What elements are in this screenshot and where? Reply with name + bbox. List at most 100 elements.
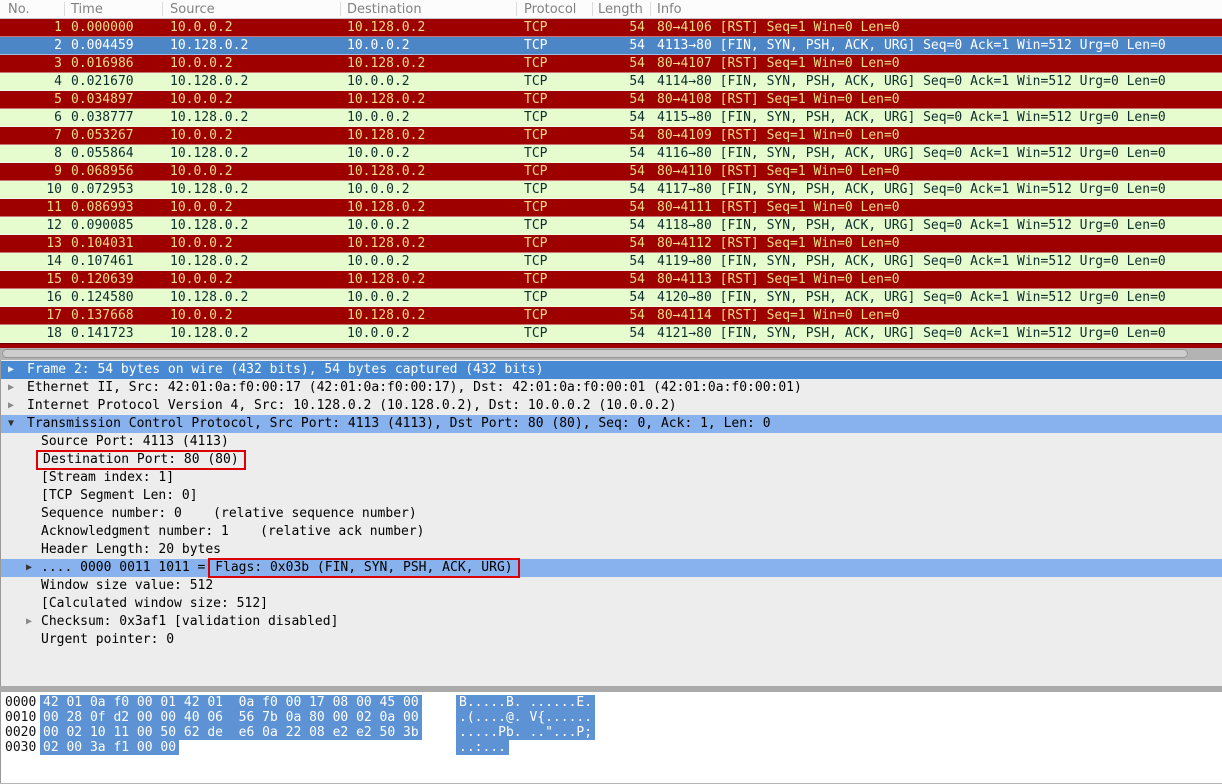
detail-text-plain: Ethernet II, Src: 42:01:0a:f0:00:17 (42:… [27, 380, 802, 395]
detail-row[interactable]: Sequence number: 0 (relative sequence nu… [1, 505, 1222, 523]
column-header-protocol[interactable]: Protocol [524, 2, 577, 17]
detail-text-plain: Transmission Control Protocol, Src Port:… [27, 416, 771, 431]
scrollbar-thumb[interactable] [2, 349, 1188, 358]
packet-row[interactable]: 17 0.137668 10.0.0.2 10.128.0.2 TCP 54 8… [0, 307, 1222, 325]
hex-dump-pane: 0000 42 01 0a f0 00 01 42 01 0a f0 00 17… [0, 692, 1222, 783]
detail-row[interactable]: [Stream index: 1] [1, 469, 1222, 487]
packet-destination: 10.128.0.2 [347, 236, 426, 251]
packet-details-pane: ▶ Frame 2: 54 bytes on wire (432 bits), … [0, 360, 1222, 686]
packet-destination: 10.128.0.2 [347, 272, 426, 287]
detail-text: .... 0000 0011 1011 = Flags: 0x03b (FIN,… [41, 558, 520, 578]
packet-protocol: TCP [524, 290, 548, 305]
hex-ascii[interactable]: .(....@. V{...... [456, 710, 596, 725]
packet-row[interactable]: 12 0.090085 10.128.0.2 10.0.0.2 TCP 54 4… [0, 217, 1222, 235]
detail-row[interactable]: Destination Port: 80 (80) [1, 450, 1222, 470]
hex-bytes[interactable]: 42 01 0a f0 00 01 42 01 0a f0 00 17 08 0… [40, 695, 422, 710]
hex-ascii[interactable]: B.....B. ......E. [456, 695, 596, 710]
packet-length: 54 [629, 308, 645, 323]
detail-row[interactable]: ▶ Ethernet II, Src: 42:01:0a:f0:00:17 (4… [1, 379, 1222, 397]
column-divider[interactable] [650, 2, 651, 16]
expander-icon[interactable]: ▶ [26, 616, 33, 627]
packet-source: 10.0.0.2 [170, 272, 233, 287]
pane-separator[interactable] [0, 686, 1222, 692]
packet-no: 11 [46, 200, 62, 215]
packet-no: 14 [46, 254, 62, 269]
packet-row[interactable]: 8 0.055864 10.128.0.2 10.0.0.2 TCP 54 41… [0, 145, 1222, 163]
hex-ascii[interactable]: ..:... [456, 740, 509, 755]
packet-row[interactable]: 14 0.107461 10.128.0.2 10.0.0.2 TCP 54 4… [0, 253, 1222, 271]
column-header-length[interactable]: Length [598, 2, 643, 17]
hex-ascii[interactable]: .....Pb. .."...P; [456, 725, 596, 740]
column-divider[interactable] [516, 2, 517, 16]
detail-row[interactable]: ▼ Transmission Control Protocol, Src Por… [1, 415, 1222, 433]
column-header-destination[interactable]: Destination [347, 2, 422, 17]
packet-no: 5 [54, 92, 62, 107]
detail-row[interactable]: ▶ Checksum: 0x3af1 [validation disabled] [1, 613, 1222, 631]
packet-row[interactable]: 15 0.120639 10.0.0.2 10.128.0.2 TCP 54 8… [0, 271, 1222, 289]
packet-row[interactable]: 10 0.072953 10.128.0.2 10.0.0.2 TCP 54 4… [0, 181, 1222, 199]
packet-row[interactable]: 2 0.004459 10.128.0.2 10.0.0.2 TCP 54 41… [0, 37, 1222, 55]
packet-time: 0.104031 [71, 236, 134, 251]
column-header-info[interactable]: Info [657, 2, 682, 17]
horizontal-scrollbar[interactable] [0, 348, 1222, 360]
column-divider[interactable] [340, 2, 341, 16]
packet-info: 80→4114 [RST] Seq=1 Win=0 Len=0 [657, 308, 900, 323]
packet-destination: 10.128.0.2 [347, 308, 426, 323]
packet-info: 80→4113 [RST] Seq=1 Win=0 Len=0 [657, 272, 900, 287]
detail-row[interactable]: Source Port: 4113 (4113) [1, 433, 1222, 451]
detail-row[interactable]: [Calculated window size: 512] [1, 595, 1222, 613]
hex-bytes[interactable]: 02 00 3a f1 00 00 [40, 740, 180, 755]
packet-row[interactable]: 9 0.068956 10.0.0.2 10.128.0.2 TCP 54 80… [0, 163, 1222, 181]
packet-row[interactable]: 4 0.021670 10.128.0.2 10.0.0.2 TCP 54 41… [0, 73, 1222, 91]
expander-icon[interactable]: ▼ [8, 418, 15, 429]
packet-row[interactable]: 5 0.034897 10.0.0.2 10.128.0.2 TCP 54 80… [0, 91, 1222, 109]
packet-destination: 10.0.0.2 [347, 146, 410, 161]
detail-row[interactable]: [TCP Segment Len: 0] [1, 487, 1222, 505]
column-header-source[interactable]: Source [170, 2, 215, 17]
detail-row[interactable]: Header Length: 20 bytes [1, 541, 1222, 559]
packet-row[interactable]: 16 0.124580 10.128.0.2 10.0.0.2 TCP 54 4… [0, 289, 1222, 307]
packet-length: 54 [629, 38, 645, 53]
detail-row[interactable]: Acknowledgment number: 1 (relative ack n… [1, 523, 1222, 541]
packet-length: 54 [629, 110, 645, 125]
packet-destination: 10.128.0.2 [347, 56, 426, 71]
packet-info: 4121→80 [FIN, SYN, PSH, ACK, URG] Seq=0 … [657, 326, 1166, 341]
expander-icon[interactable]: ▶ [8, 382, 15, 393]
expander-icon[interactable]: ▶ [8, 364, 15, 375]
column-divider[interactable] [162, 2, 163, 16]
detail-text: Destination Port: 80 (80) [36, 450, 246, 470]
packet-protocol: TCP [524, 38, 548, 53]
packet-time: 0.053267 [71, 128, 134, 143]
packet-no: 6 [54, 110, 62, 125]
column-header-no[interactable]: No. [8, 2, 30, 17]
packet-row[interactable]: 6 0.038777 10.128.0.2 10.0.0.2 TCP 54 41… [0, 109, 1222, 127]
packet-protocol: TCP [524, 254, 548, 269]
packet-row[interactable]: 13 0.104031 10.0.0.2 10.128.0.2 TCP 54 8… [0, 235, 1222, 253]
column-header-time[interactable]: Time [71, 2, 103, 17]
detail-row[interactable]: Urgent pointer: 0 [1, 631, 1222, 649]
expander-icon[interactable]: ▶ [8, 400, 15, 411]
packet-list-pane: No. Time Source Destination Protocol Len… [0, 0, 1222, 348]
detail-row[interactable]: ▶ Frame 2: 54 bytes on wire (432 bits), … [1, 361, 1222, 379]
packet-info: 80→4112 [RST] Seq=1 Win=0 Len=0 [657, 236, 900, 251]
hex-bytes[interactable]: 00 02 10 11 00 50 62 de e6 0a 22 08 e2 e… [40, 725, 422, 740]
column-divider[interactable] [64, 2, 65, 16]
detail-row[interactable]: ▶ .... 0000 0011 1011 = Flags: 0x03b (FI… [1, 558, 1222, 578]
packet-no: 10 [46, 182, 62, 197]
expander-icon[interactable]: ▶ [26, 562, 33, 573]
detail-row[interactable]: Window size value: 512 [1, 577, 1222, 595]
column-divider[interactable] [592, 2, 593, 16]
packet-row[interactable]: 18 0.141723 10.128.0.2 10.0.0.2 TCP 54 4… [0, 325, 1222, 343]
packet-protocol: TCP [524, 20, 548, 35]
detail-row[interactable]: ▶ Internet Protocol Version 4, Src: 10.1… [1, 397, 1222, 415]
detail-text-plain: Header Length: 20 bytes [41, 542, 222, 557]
packet-row-partial[interactable] [0, 343, 1222, 348]
packet-row[interactable]: 3 0.016986 10.0.0.2 10.128.0.2 TCP 54 80… [0, 55, 1222, 73]
packet-info: 80→4106 [RST] Seq=1 Win=0 Len=0 [657, 20, 900, 35]
hex-bytes[interactable]: 00 28 0f d2 00 00 40 06 56 7b 0a 80 00 0… [40, 710, 422, 725]
packet-row[interactable]: 7 0.053267 10.0.0.2 10.128.0.2 TCP 54 80… [0, 127, 1222, 145]
detail-text: Frame 2: 54 bytes on wire (432 bits), 54… [27, 361, 544, 379]
packet-row[interactable]: 11 0.086993 10.0.0.2 10.128.0.2 TCP 54 8… [0, 199, 1222, 217]
packet-row[interactable]: 1 0.000000 10.0.0.2 10.128.0.2 TCP 54 80… [0, 19, 1222, 37]
packet-length: 54 [629, 236, 645, 251]
